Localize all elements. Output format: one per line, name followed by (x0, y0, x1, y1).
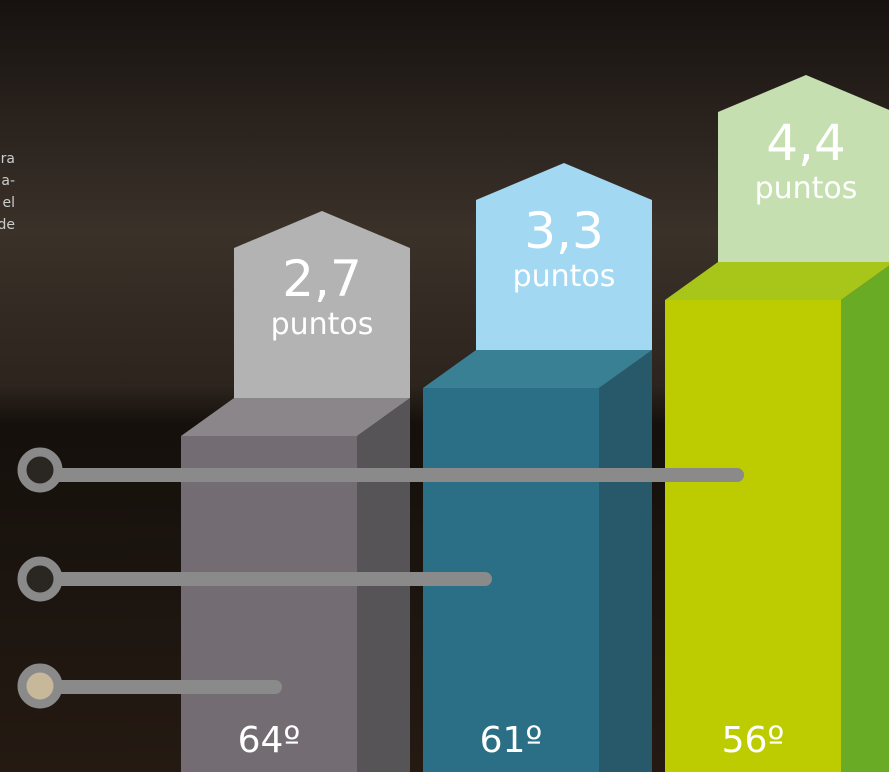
category-label: 56º (722, 720, 785, 761)
infographic: ra a- el de 2,7puntos64º3,3puntos61º4,4p… (0, 0, 889, 772)
intro-line: ra (1, 151, 15, 167)
intro-line: el (2, 195, 15, 211)
intro-line: de (0, 217, 15, 233)
category-label: 64º (238, 720, 301, 761)
unit-label: puntos (755, 171, 858, 206)
intro-line: a- (1, 173, 15, 189)
unit-label: puntos (513, 259, 616, 294)
bar-side (841, 262, 889, 772)
category-label: 61º (480, 720, 543, 761)
value-label: 3,3 (524, 202, 604, 260)
slider-knob (22, 452, 58, 488)
value-label: 2,7 (282, 250, 362, 308)
slider-knob (22, 561, 58, 597)
slider-knob (22, 668, 58, 704)
bar (665, 300, 841, 772)
bar-side (599, 350, 652, 772)
value-label: 4,4 (766, 114, 846, 172)
unit-label: puntos (271, 307, 374, 342)
